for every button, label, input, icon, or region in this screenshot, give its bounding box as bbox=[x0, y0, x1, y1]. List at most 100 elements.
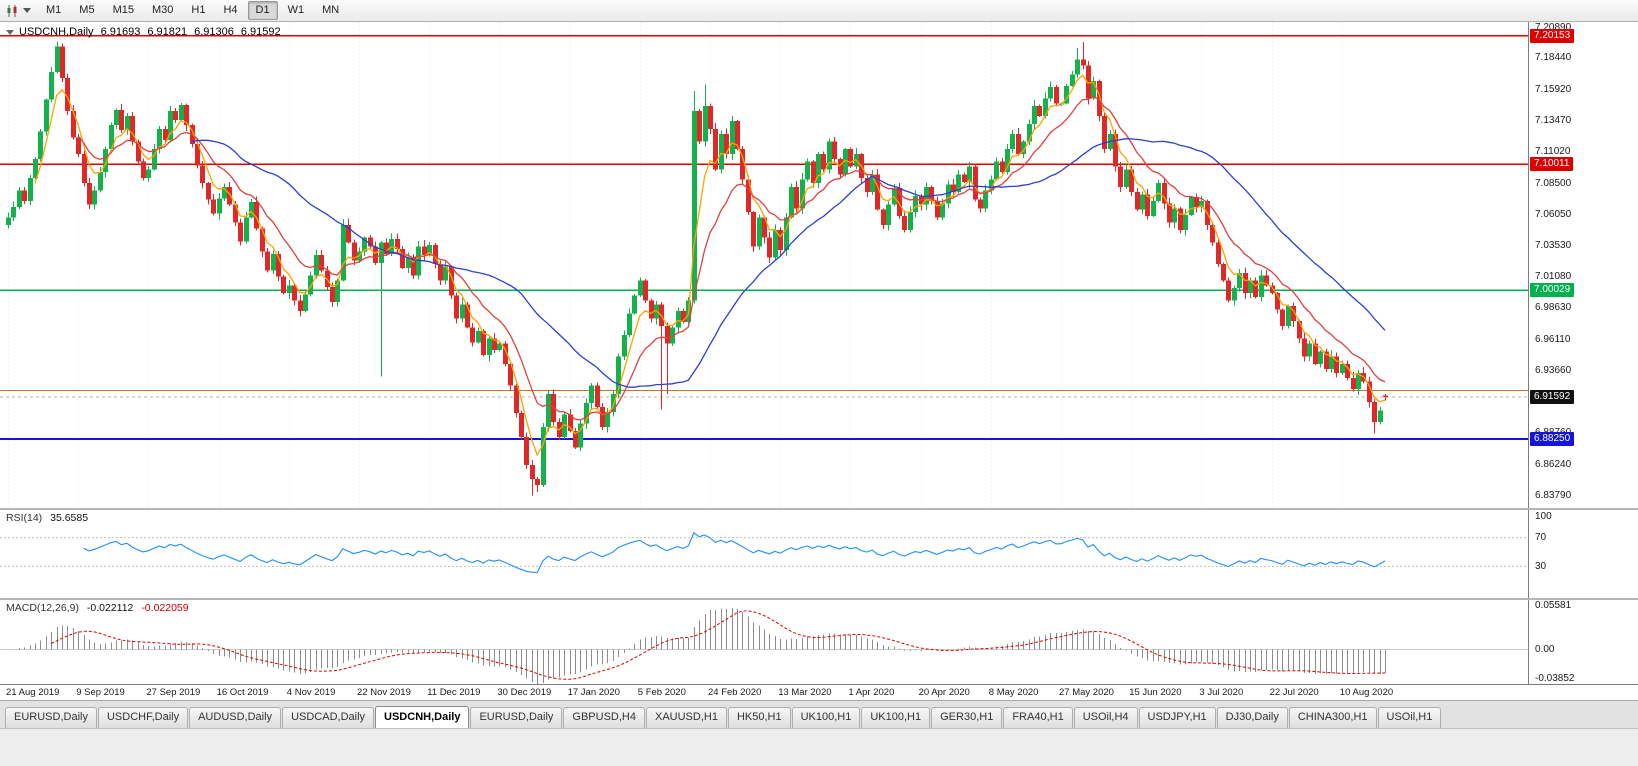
candles-glyph bbox=[7, 4, 17, 17]
chart-tab-audusddaily[interactable]: AUDUSD,Daily bbox=[189, 707, 282, 728]
price-scale-tick: 7.01080 bbox=[1535, 271, 1572, 283]
date-axis-label: 21 Aug 2019 bbox=[6, 687, 60, 698]
price-scale-tick: 6.93660 bbox=[1535, 365, 1572, 377]
macd-name: MACD(12,26,9) bbox=[6, 602, 79, 614]
horizontal-lines-layer bbox=[0, 35, 1528, 441]
chart-plots: USDCNH,Daily 6.91693 6.91821 6.91306 6.9… bbox=[0, 22, 1528, 700]
chart-tab-usdchfdaily[interactable]: USDCHF,Daily bbox=[97, 707, 189, 728]
chart-mode-dropdown-caret[interactable] bbox=[23, 8, 31, 13]
chart-tab-eurusddaily[interactable]: EURUSD,Daily bbox=[470, 707, 563, 728]
main-chart-canvas[interactable] bbox=[0, 22, 1528, 508]
macd-signal-line bbox=[50, 610, 1386, 680]
hline-price-badge: 6.88250 bbox=[1530, 432, 1575, 447]
chart-tab-gbpusdh4[interactable]: GBPUSD,H4 bbox=[563, 707, 645, 728]
date-axis[interactable]: 21 Aug 2019 9 Sep 2019 27 Sep 2019 16 Oct 2… bbox=[0, 684, 1638, 700]
date-axis-label: 22 Jul 2020 bbox=[1269, 687, 1319, 698]
price-scale-tick: 7.13470 bbox=[1535, 114, 1572, 126]
ma-34-line bbox=[191, 138, 1386, 388]
main-chart-panel[interactable]: USDCNH,Daily 6.91693 6.91821 6.91306 6.9… bbox=[0, 22, 1528, 508]
macd-indicator-panel[interactable]: MACD(12,26,9) -0.022112 -0.022059 bbox=[0, 600, 1528, 684]
chart-tab-hk50h1[interactable]: HK50,H1 bbox=[727, 707, 791, 728]
ma-5-line bbox=[34, 74, 1386, 457]
chart-tab-usdjpyh1[interactable]: USDJPY,H1 bbox=[1138, 707, 1216, 728]
macd-scale-tick: 0.05581 bbox=[1535, 600, 1572, 611]
chart-tab-ger30h1[interactable]: GER30,H1 bbox=[931, 707, 1003, 728]
macd-canvas[interactable] bbox=[0, 600, 1528, 684]
timeframe-toolbar: M1 M5 M15 M30 H1 H4 D1 W1 MN bbox=[0, 0, 1638, 22]
date-axis-label: 3 Jul 2020 bbox=[1199, 687, 1244, 698]
rsi-indicator-panel[interactable]: RSI(14) 35.6585 bbox=[0, 510, 1528, 598]
date-axis-label: 24 Feb 2020 bbox=[708, 687, 762, 698]
hline-price-badge: 7.20153 bbox=[1530, 28, 1575, 43]
date-axis-label: 4 Nov 2019 bbox=[286, 687, 336, 698]
hline-price-badge: 7.10011 bbox=[1530, 157, 1574, 172]
macd-label: MACD(12,26,9) -0.022112 -0.022059 bbox=[6, 602, 189, 614]
timeframe-button-d1[interactable]: D1 bbox=[247, 1, 278, 20]
timeframe-button-m15[interactable]: M15 bbox=[112, 4, 134, 16]
rsi-label: RSI(14) 35.6585 bbox=[6, 512, 88, 524]
date-axis-label: 13 Mar 2020 bbox=[778, 687, 832, 698]
chart-tab-eurusddaily[interactable]: EURUSD,Daily bbox=[5, 707, 97, 728]
price-scale-tick: 7.08500 bbox=[1535, 177, 1572, 189]
date-axis-label: 10 Aug 2020 bbox=[1339, 687, 1394, 698]
date-axis-label: 15 Jun 2020 bbox=[1129, 687, 1182, 698]
timeframe-button-m30[interactable]: M30 bbox=[151, 4, 174, 16]
price-scale-tick: 6.83790 bbox=[1535, 489, 1572, 501]
price-scale-tick: 7.20890 bbox=[1535, 22, 1572, 33]
chart-tab-china300h1[interactable]: CHINA300,H1 bbox=[1288, 707, 1377, 728]
date-axis-label: 9 Sep 2019 bbox=[76, 687, 125, 698]
status-bar bbox=[0, 728, 1638, 766]
timeframe-button-h1[interactable]: H1 bbox=[191, 4, 206, 16]
rsi-canvas[interactable] bbox=[0, 510, 1528, 598]
chart-tab-uk100h1[interactable]: UK100,H1 bbox=[861, 707, 931, 728]
chart-symbol-label: USDCNH,Daily bbox=[19, 26, 94, 38]
chart-tab-xauusdh1[interactable]: XAUUSD,H1 bbox=[645, 707, 727, 728]
date-axis-label: 27 Sep 2019 bbox=[146, 687, 201, 698]
grid-layer bbox=[8, 22, 1343, 508]
price-scale-tick: 7.06050 bbox=[1535, 208, 1572, 220]
macd-scale-tick: 0.00 bbox=[1535, 644, 1555, 656]
timeframe-button-group: M1 M5 M15 M30 H1 H4 D1 W1 MN bbox=[37, 1, 348, 20]
date-axis-label: 30 Dec 2019 bbox=[497, 687, 552, 698]
panel-splitter[interactable] bbox=[0, 598, 1638, 600]
chart-tab-uk100h1[interactable]: UK100,H1 bbox=[791, 707, 861, 728]
ohlc-high: 6.91821 bbox=[147, 26, 188, 38]
price-scale-tick: 6.98630 bbox=[1535, 302, 1572, 314]
ohlc-open: 6.91693 bbox=[100, 26, 141, 38]
macd-signal-value: -0.022059 bbox=[141, 602, 189, 614]
chart-tab-fra40h1[interactable]: FRA40,H1 bbox=[1003, 707, 1073, 728]
timeframe-button-mn[interactable]: MN bbox=[322, 4, 340, 16]
hline-price-badge: 7.00029 bbox=[1530, 283, 1575, 298]
chart-mode-icon[interactable] bbox=[3, 3, 21, 19]
date-axis-label: 16 Oct 2019 bbox=[216, 687, 269, 698]
date-axis-label: 20 Apr 2020 bbox=[918, 687, 970, 698]
date-axis-label: 17 Jan 2020 bbox=[567, 687, 620, 698]
chart-tab-dj30daily[interactable]: DJ30,Daily bbox=[1216, 707, 1288, 728]
rsi-name: RSI(14) bbox=[6, 512, 43, 524]
date-axis-label: 27 May 2020 bbox=[1059, 687, 1114, 698]
timeframe-button-m5[interactable]: M5 bbox=[79, 4, 95, 16]
ma-13-line bbox=[77, 96, 1386, 421]
chart-tab-usoilh4[interactable]: USOil,H4 bbox=[1073, 707, 1138, 728]
symbol-dropdown-icon[interactable] bbox=[6, 29, 14, 35]
bid-price-badge: 6.91592 bbox=[1530, 389, 1575, 404]
date-axis-label: 1 Apr 2020 bbox=[848, 687, 895, 698]
chart-tab-usdcaddaily[interactable]: USDCAD,Daily bbox=[282, 707, 375, 728]
chart-tab-bar: EURUSD,Daily USDCHF,Daily AUDUSD,Daily USDC… bbox=[0, 700, 1638, 728]
rsi-value: 35.6585 bbox=[50, 512, 89, 524]
timeframe-button-h4[interactable]: H4 bbox=[223, 4, 238, 16]
rsi-line bbox=[83, 532, 1386, 574]
rsi-scale-tick: 30 bbox=[1535, 560, 1547, 572]
chart-tab-usoilh1[interactable]: USOil,H1 bbox=[1377, 707, 1442, 728]
panel-splitter[interactable] bbox=[0, 508, 1638, 510]
price-scale-tick: 6.86240 bbox=[1535, 459, 1572, 471]
chart-tab-usdcnhdaily[interactable]: USDCNH,Daily bbox=[375, 706, 470, 728]
macd-scale-tick: -0.03852 bbox=[1535, 673, 1575, 684]
ohlc-close: 6.91592 bbox=[240, 26, 281, 38]
ohlc-low: 6.91306 bbox=[194, 26, 234, 38]
timeframe-button-m1[interactable]: M1 bbox=[46, 4, 62, 16]
timeframe-button-w1[interactable]: W1 bbox=[287, 4, 305, 16]
price-scale[interactable]: 7.20890 7.18440 7.15920 7.13470 7.11020 7.085… bbox=[1528, 22, 1638, 700]
candles-layer bbox=[6, 41, 1388, 496]
